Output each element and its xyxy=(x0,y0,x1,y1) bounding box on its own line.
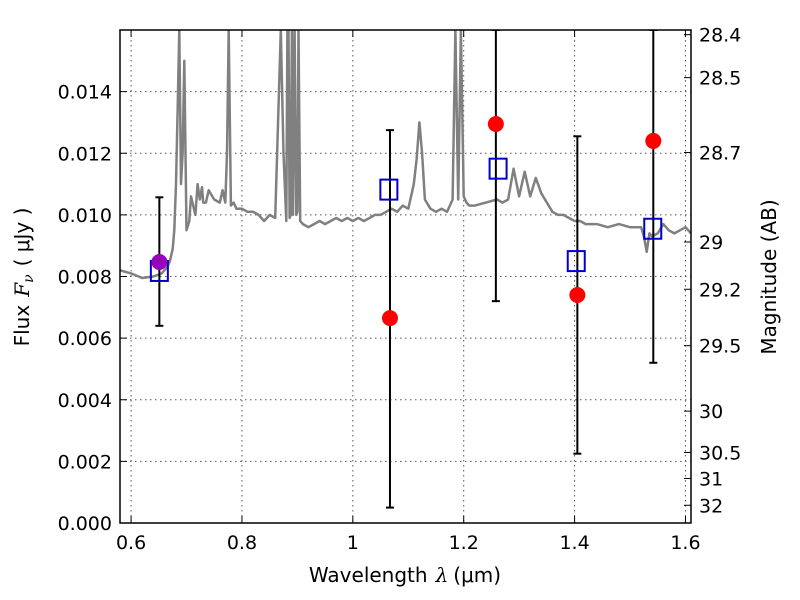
y-tick-label: 0.010 xyxy=(58,205,112,227)
magnitude-tick-label: 29.5 xyxy=(699,336,741,358)
y-tick-label: 0.012 xyxy=(58,143,112,165)
observed-point xyxy=(645,132,662,149)
x-axis-title: Wavelength λ (μm) xyxy=(309,563,501,587)
x-tick-label: 1.4 xyxy=(559,532,589,554)
magnitude-axis-ticks: 28.4 28.5 28.7 29 29.2 29.5 30 30.5 31 32 xyxy=(684,25,741,517)
y-axis-title-text: Flux xyxy=(10,305,34,347)
x-axis-title-unit: (μm) xyxy=(453,563,501,587)
magnitude-tick-label: 28.7 xyxy=(699,143,741,165)
y-axis-ticks: 0.000 0.002 0.004 0.006 0.008 0.010 0.012 0.014 xyxy=(58,82,127,535)
observed-point xyxy=(487,115,504,132)
plot-area xyxy=(120,30,691,509)
magnitude-axis-title: Magnitude (AB) xyxy=(757,199,781,354)
y-axis-title-symbol: F xyxy=(10,282,34,298)
model-point xyxy=(379,178,399,201)
model-spectrum-line xyxy=(120,30,691,280)
y-tick-label: 0.000 xyxy=(58,513,112,535)
y-axis-title-subscript: ν xyxy=(21,274,37,283)
magnitude-tick-label: 29 xyxy=(699,232,723,254)
x-tick-label: 1 xyxy=(347,532,359,554)
model-point xyxy=(488,157,508,180)
x-axis-title-symbol: λ xyxy=(435,563,449,587)
x-tick-label: 1.2 xyxy=(449,532,479,554)
y-tick-label: 0.008 xyxy=(58,267,112,289)
observed-point xyxy=(569,286,586,303)
y-tick-label: 0.004 xyxy=(58,390,112,412)
y-axis-title: Flux Fν ( μJy ) xyxy=(10,208,37,347)
magnitude-tick-label: 28.5 xyxy=(699,68,741,90)
y-tick-label: 0.006 xyxy=(58,328,112,350)
model-photometry-markers xyxy=(149,157,663,282)
observed-photometry-markers xyxy=(151,115,662,327)
magnitude-tick-label: 31 xyxy=(699,468,723,490)
grid-lines xyxy=(120,30,691,524)
x-axis-ticks: 0.6 0.8 1 1.2 1.4 1.6 xyxy=(116,30,701,554)
y-tick-label: 0.014 xyxy=(58,82,112,104)
x-tick-label: 0.6 xyxy=(116,532,146,554)
magnitude-tick-label: 30.5 xyxy=(699,442,741,464)
model-point xyxy=(643,217,663,240)
x-axis-title-text: Wavelength xyxy=(309,563,428,587)
y-tick-label: 0.002 xyxy=(58,451,112,473)
x-tick-label: 0.8 xyxy=(227,532,257,554)
y-axis-title-unit: ( μJy ) xyxy=(10,208,34,267)
magnitude-tick-label: 28.4 xyxy=(699,25,741,47)
observed-point xyxy=(381,310,398,327)
detected-point xyxy=(151,254,168,271)
model-point xyxy=(566,250,586,273)
x-tick-label: 1.6 xyxy=(670,532,700,554)
magnitude-tick-label: 32 xyxy=(699,495,723,517)
magnitude-tick-label: 29.2 xyxy=(699,279,741,301)
magnitude-tick-label: 30 xyxy=(699,401,723,423)
